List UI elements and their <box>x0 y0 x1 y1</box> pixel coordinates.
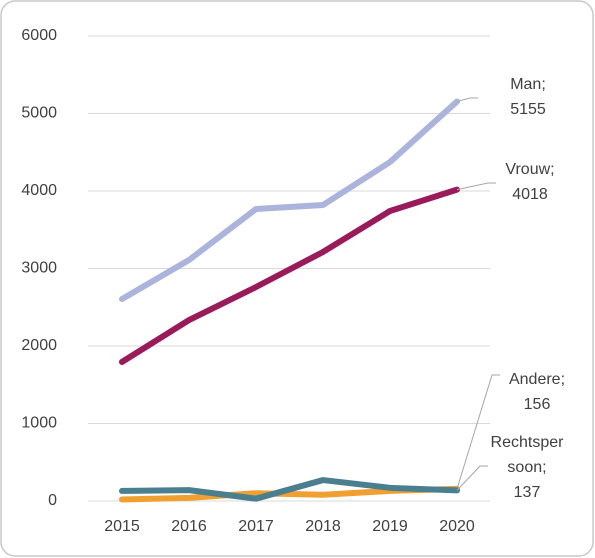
leader-line <box>456 465 488 491</box>
y-tick-label: 3000 <box>21 260 57 277</box>
x-tick-label: 2018 <box>305 518 341 535</box>
series-line <box>119 477 460 502</box>
y-tick-label: 6000 <box>21 27 57 44</box>
series-line <box>119 98 460 303</box>
leader-line <box>456 97 478 102</box>
y-tick-label: 0 <box>48 492 57 509</box>
data-label: Man; 5155 <box>510 76 546 118</box>
x-tick-label: 2019 <box>372 518 408 535</box>
y-tick-label: 4000 <box>21 182 57 199</box>
data-label: Vrouw; 4018 <box>505 161 554 203</box>
series-line <box>119 186 460 365</box>
y-tick-label: 1000 <box>21 415 57 432</box>
data-label: Rechtsper soon; 137 <box>491 434 565 501</box>
y-tick-label: 5000 <box>21 105 57 122</box>
x-tick-label: 2016 <box>171 518 207 535</box>
data-label: Andere; 156 <box>509 371 565 413</box>
x-tick-label: 2020 <box>439 518 475 535</box>
leader-line <box>456 374 500 490</box>
leader-line <box>456 182 496 191</box>
x-tick-label: 2017 <box>238 518 274 535</box>
y-tick-label: 2000 <box>21 337 57 354</box>
x-tick-label: 2015 <box>104 518 140 535</box>
